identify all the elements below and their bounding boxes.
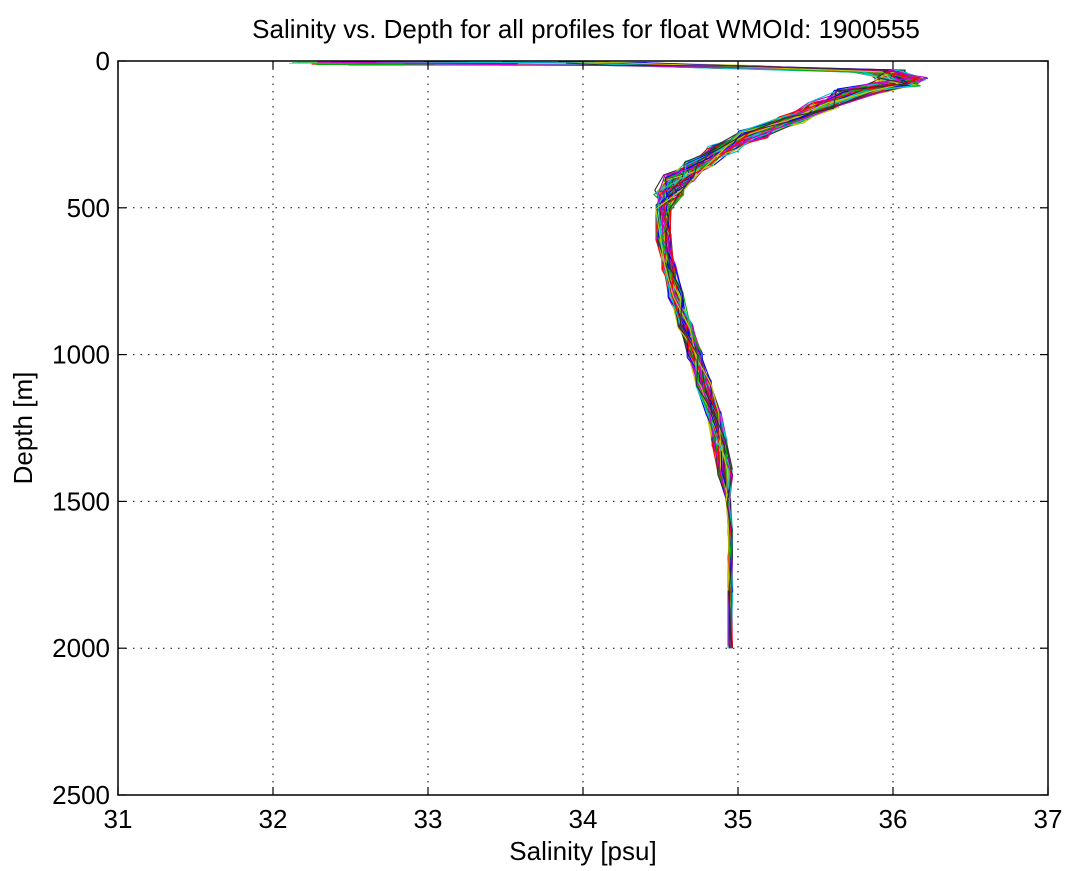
profile-line — [348, 64, 909, 593]
profile-line — [555, 62, 915, 649]
series-layer — [289, 61, 928, 649]
chart-title: Salinity vs. Depth for all profiles for … — [252, 14, 920, 44]
profile-line — [500, 63, 919, 593]
tick-layer: 31 32 33 34 35 36 37 0 500 1000 1500 2000 2500 — [52, 46, 1062, 834]
profile-line — [595, 63, 924, 649]
profile-line — [451, 62, 907, 649]
x-tick-label: 33 — [414, 804, 443, 834]
x-axis-label: Salinity [psu] — [509, 836, 656, 866]
profile-line — [517, 62, 900, 591]
x-tick-label: 34 — [569, 804, 598, 834]
x-tick-label: 36 — [879, 804, 908, 834]
y-tick-label: 0 — [96, 46, 110, 76]
profile-line — [523, 62, 912, 592]
profile-line — [316, 63, 921, 649]
profile-line — [506, 62, 906, 590]
profile-line — [386, 62, 924, 590]
profile-line — [612, 62, 899, 649]
profile-line — [296, 61, 893, 587]
profile-line — [604, 61, 909, 593]
profile-line — [499, 63, 921, 588]
profile-line — [435, 63, 915, 588]
profile-line — [607, 62, 906, 649]
profile-line — [503, 62, 905, 649]
y-tick-label: 2000 — [52, 633, 110, 663]
x-tick-label: 32 — [259, 804, 288, 834]
profile-line — [618, 62, 915, 649]
x-tick-label: 35 — [724, 804, 753, 834]
y-axis-label: Depth [m] — [8, 372, 38, 485]
profile-line — [406, 62, 913, 593]
profile-line — [503, 63, 916, 588]
profile-line — [402, 61, 920, 589]
profile-line — [318, 63, 903, 645]
x-tick-label: 31 — [104, 804, 133, 834]
profile-line — [317, 61, 912, 646]
profile-line — [605, 62, 922, 589]
profile-line — [375, 61, 898, 649]
profile-line — [568, 63, 927, 649]
profile-line — [289, 62, 889, 645]
x-tick-label: 37 — [1034, 804, 1063, 834]
profile-line — [342, 62, 928, 589]
profile-line — [341, 61, 916, 590]
profile-line — [380, 63, 899, 588]
profile-line — [406, 61, 884, 646]
profile-line — [321, 62, 926, 649]
profile-line — [311, 62, 887, 648]
y-tick-label: 2500 — [52, 780, 110, 810]
profile-line — [397, 64, 905, 649]
profile-line — [565, 62, 909, 647]
grid-layer — [118, 61, 1048, 795]
profile-line — [331, 61, 899, 589]
profile-line — [596, 61, 922, 591]
profile-line — [357, 62, 928, 646]
profile-line — [577, 62, 916, 649]
profile-line — [381, 62, 896, 646]
profile-line — [436, 62, 916, 646]
profile-line — [596, 62, 896, 649]
profile-line — [503, 62, 898, 591]
profile-line — [609, 63, 924, 649]
y-tick-label: 1000 — [52, 340, 110, 370]
y-tick-label: 500 — [67, 193, 110, 223]
profile-line — [530, 62, 921, 649]
profile-line — [435, 63, 919, 649]
y-tick-label: 1500 — [52, 486, 110, 516]
profile-line — [348, 61, 918, 646]
profile-line — [379, 62, 904, 649]
profile-line — [322, 63, 894, 648]
profile-line — [404, 63, 916, 649]
